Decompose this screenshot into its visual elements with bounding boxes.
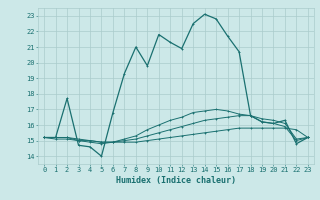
X-axis label: Humidex (Indice chaleur): Humidex (Indice chaleur) [116,176,236,185]
